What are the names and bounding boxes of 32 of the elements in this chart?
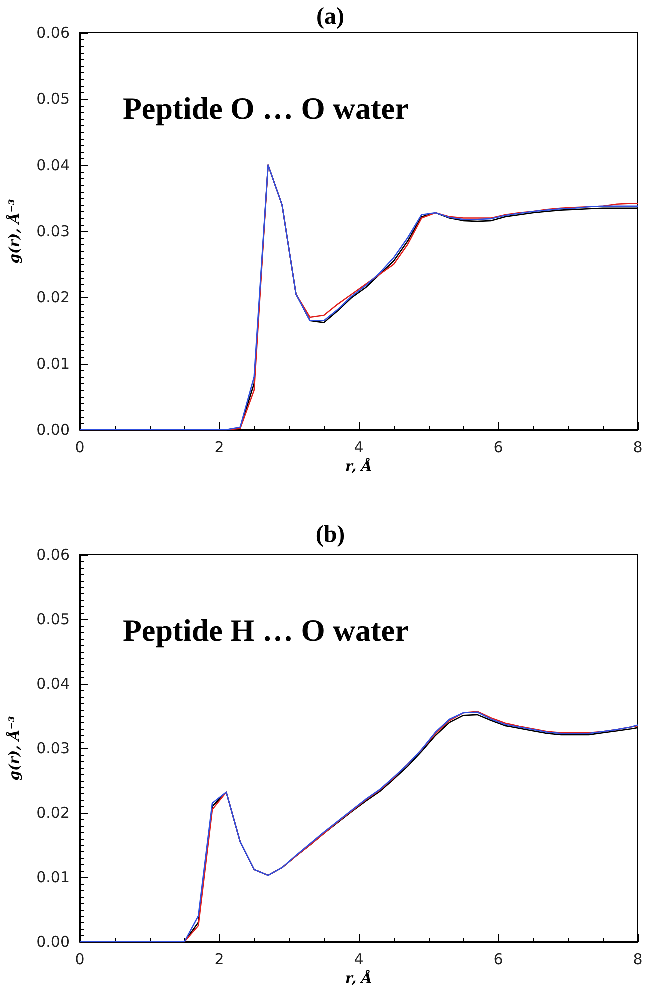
y-tick-label: 0.03 — [36, 740, 70, 758]
y-tick-label: 0.02 — [36, 804, 70, 822]
y-axis-title: g(r), Å⁻³ — [6, 716, 23, 781]
x-tick-label: 4 — [354, 950, 364, 968]
x-tick-label: 2 — [214, 438, 224, 456]
y-tick-label: 0.05 — [36, 90, 70, 108]
y-tick-label: 0.00 — [36, 421, 70, 439]
y-tick-label: 0.06 — [36, 24, 70, 42]
y-tick-label: 0.05 — [36, 610, 70, 628]
y-tick-label: 0.01 — [36, 354, 70, 373]
x-tick-label: 6 — [494, 950, 504, 968]
x-tick-label: 6 — [494, 438, 504, 456]
y-tick-label: 0.04 — [36, 156, 70, 174]
x-axis-title: r, Å — [346, 458, 372, 475]
y-tick-label: 0.06 — [36, 546, 70, 564]
y-tick-label: 0.00 — [36, 933, 70, 951]
x-tick-label: 4 — [354, 438, 364, 456]
y-tick-label: 0.01 — [36, 868, 70, 886]
y-axis-title: g(r), Å⁻³ — [6, 199, 23, 264]
chart-title: (b) — [316, 522, 346, 548]
y-tick-label: 0.02 — [36, 288, 70, 307]
annotation: Peptide H … O water — [123, 613, 410, 648]
x-tick-label: 0 — [75, 950, 85, 968]
x-axis-title: r, Å — [346, 970, 372, 987]
y-tick-label: 0.03 — [36, 222, 70, 240]
y-tick-label: 0.04 — [36, 675, 70, 693]
x-tick-label: 2 — [214, 950, 224, 968]
x-tick-label: 8 — [633, 950, 643, 968]
annotation: Peptide O … O water — [123, 91, 410, 126]
chart-title: (a) — [316, 4, 344, 30]
x-tick-label: 8 — [633, 438, 643, 456]
x-tick-label: 0 — [75, 438, 85, 456]
